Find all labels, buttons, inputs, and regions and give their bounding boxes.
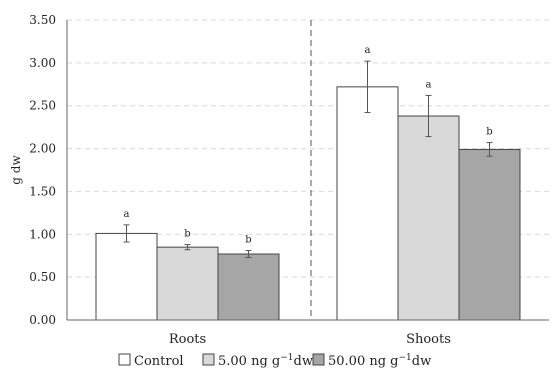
bar bbox=[397, 115, 460, 321]
significance-letters: a b b a a b bbox=[124, 45, 493, 245]
significance-letter: b bbox=[486, 127, 492, 138]
y-axis-title: g dw bbox=[9, 155, 23, 185]
bars bbox=[95, 86, 521, 321]
bar bbox=[336, 86, 399, 321]
bar bbox=[217, 253, 280, 321]
axes bbox=[66, 20, 549, 321]
legend-swatch bbox=[118, 353, 131, 366]
y-tick-label: 1.50 bbox=[29, 184, 56, 198]
y-tick-label: 0.00 bbox=[29, 313, 56, 327]
y-tick-label: 2.50 bbox=[29, 99, 56, 113]
y-tick-labels: 0.00 0.50 1.00 1.50 2.00 2.50 3.00 3.50 bbox=[29, 13, 56, 327]
significance-letter: a bbox=[426, 79, 432, 90]
significance-letter: a bbox=[365, 45, 371, 56]
y-tick-label: 0.50 bbox=[29, 270, 56, 284]
bar bbox=[156, 246, 219, 321]
category-labels: Roots Shoots bbox=[169, 332, 451, 347]
legend-swatch bbox=[312, 353, 325, 366]
y-tick-label: 3.00 bbox=[29, 56, 56, 70]
y-tick-label: 2.00 bbox=[29, 142, 56, 156]
legend-entry: Control bbox=[134, 354, 184, 369]
x-category-label: Roots bbox=[169, 332, 206, 347]
legend: Control 5.00 ng g−1dw 50.00 ng g−1dw bbox=[118, 353, 431, 369]
x-category-label: Shoots bbox=[406, 332, 451, 347]
y-tick-label: 3.50 bbox=[29, 13, 56, 27]
bar bbox=[95, 232, 158, 321]
significance-letter: b bbox=[184, 229, 190, 240]
error-bars bbox=[123, 60, 493, 258]
significance-letter: a bbox=[124, 209, 130, 220]
y-tick-label: 1.00 bbox=[29, 227, 56, 241]
legend-entry: 50.00 ng g−1dw bbox=[328, 353, 431, 369]
legend-entry: 5.00 ng g−1dw bbox=[218, 353, 313, 369]
legend-swatch bbox=[202, 353, 215, 366]
significance-letter: b bbox=[245, 235, 251, 246]
bar bbox=[458, 148, 521, 321]
